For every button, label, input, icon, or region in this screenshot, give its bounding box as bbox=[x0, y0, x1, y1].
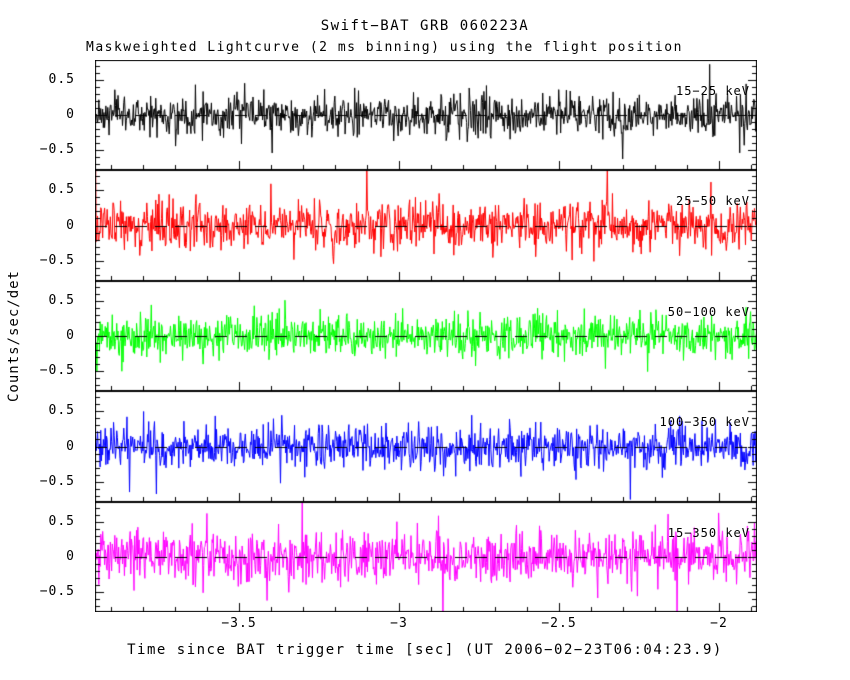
energy-band-label: 15−350 keV bbox=[667, 526, 750, 540]
y-tick-label: 0 bbox=[66, 218, 75, 233]
lightcurve-panel-3 bbox=[95, 281, 757, 391]
energy-band-label: 50−100 keV bbox=[667, 305, 750, 319]
x-tick-label: −3 bbox=[390, 616, 408, 631]
y-tick-label: −0.5 bbox=[39, 363, 75, 378]
y-tick-label: −0.5 bbox=[39, 474, 75, 489]
energy-band-label: 25−50 keV bbox=[675, 194, 750, 208]
y-tick-label: 0.5 bbox=[48, 403, 75, 418]
plot-title: Swift−BAT GRB 060223A bbox=[320, 18, 530, 34]
y-tick-label: 0 bbox=[66, 107, 75, 122]
lightcurve-panel-1 bbox=[95, 60, 757, 170]
y-tick-label: −0.5 bbox=[39, 253, 75, 268]
x-axis-label: Time since BAT trigger time [sec] (UT 20… bbox=[127, 642, 723, 658]
y-tick-label: −0.5 bbox=[39, 584, 75, 599]
y-tick-label: 0.5 bbox=[48, 514, 75, 529]
energy-band-label: 100−350 keV bbox=[659, 415, 750, 429]
y-tick-label: 0.5 bbox=[48, 72, 75, 87]
y-tick-label: −0.5 bbox=[39, 142, 75, 157]
lightcurve-panel-2 bbox=[95, 170, 757, 281]
y-tick-label: 0.5 bbox=[48, 182, 75, 197]
y-tick-label: 0.5 bbox=[48, 293, 75, 308]
x-tick-label: −2.5 bbox=[541, 616, 577, 631]
lightcurve-panel-4 bbox=[95, 391, 757, 502]
plot-subtitle: Maskweighted Lightcurve (2 ms binning) u… bbox=[86, 40, 683, 55]
y-tick-label: 0 bbox=[66, 439, 75, 454]
y-tick-label: 0 bbox=[66, 328, 75, 343]
energy-band-label: 15−25 keV bbox=[675, 84, 750, 98]
y-tick-label: 0 bbox=[66, 549, 75, 564]
x-tick-label: −3.5 bbox=[221, 616, 257, 631]
x-tick-label: −2 bbox=[710, 616, 728, 631]
lightcurve-panel-5 bbox=[95, 502, 757, 612]
